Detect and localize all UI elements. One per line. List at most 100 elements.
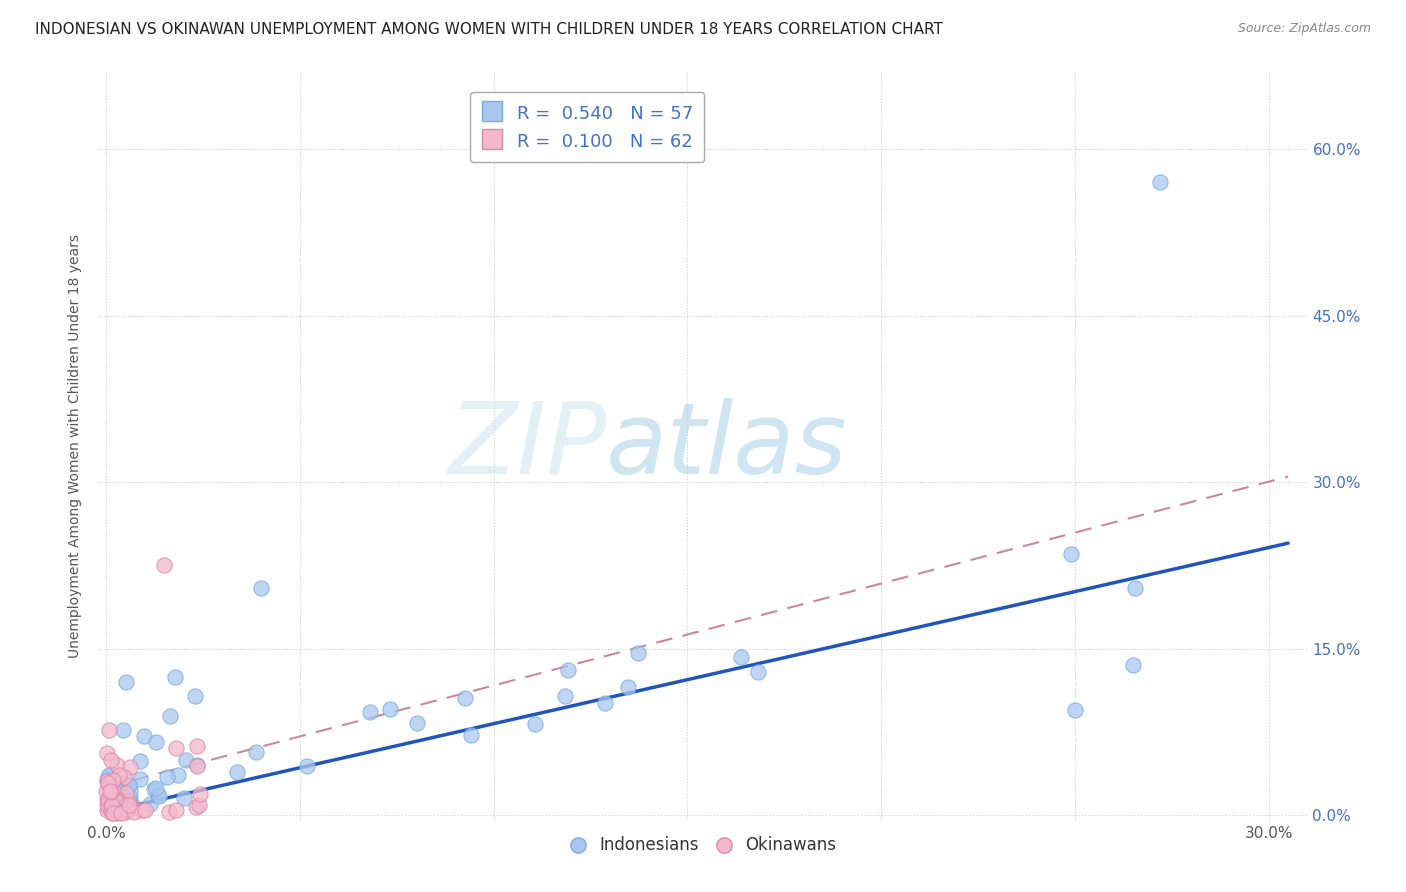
Point <box>96 746 118 760</box>
Point <box>730 649 752 664</box>
Point <box>96 791 118 805</box>
Point <box>167 768 190 782</box>
Point <box>96 773 118 788</box>
Point <box>747 665 769 680</box>
Point <box>183 689 205 703</box>
Point <box>110 805 132 820</box>
Point <box>118 795 141 809</box>
Point <box>120 790 142 805</box>
Point <box>122 805 145 819</box>
Point <box>97 799 120 814</box>
Point <box>225 764 247 779</box>
Point <box>120 801 142 815</box>
Point <box>627 647 650 661</box>
Point <box>103 772 125 787</box>
Point <box>108 789 131 803</box>
Point <box>107 805 129 819</box>
Point <box>110 797 132 811</box>
Point <box>165 670 187 684</box>
Point <box>148 789 170 804</box>
Point <box>359 705 381 719</box>
Point <box>380 702 402 716</box>
Point <box>554 690 576 704</box>
Point <box>96 773 118 788</box>
Point <box>97 776 120 790</box>
Point <box>110 795 132 809</box>
Point <box>153 558 176 573</box>
Point <box>118 784 141 798</box>
Point <box>188 787 211 801</box>
Point <box>186 799 208 814</box>
Point <box>100 803 122 817</box>
Point <box>145 735 167 749</box>
Text: Source: ZipAtlas.com: Source: ZipAtlas.com <box>1237 22 1371 36</box>
Point <box>186 758 208 772</box>
Point <box>105 794 128 808</box>
Point <box>120 797 142 812</box>
Point <box>100 777 122 791</box>
Point <box>245 745 267 759</box>
Text: atlas: atlas <box>606 398 848 494</box>
Point <box>146 788 169 802</box>
Point <box>96 784 118 798</box>
Point <box>120 796 142 810</box>
Point <box>115 795 138 809</box>
Point <box>101 784 124 798</box>
Point <box>460 728 482 742</box>
Point <box>97 770 120 784</box>
Point <box>105 780 128 795</box>
Point <box>1149 175 1171 189</box>
Point <box>108 768 131 782</box>
Point <box>1064 703 1087 717</box>
Point <box>96 797 118 812</box>
Point <box>101 797 124 812</box>
Point <box>98 794 121 808</box>
Point <box>101 802 124 816</box>
Point <box>98 799 121 814</box>
Point <box>101 803 124 817</box>
Point <box>114 805 136 819</box>
Point <box>174 753 197 767</box>
Point <box>617 681 640 695</box>
Point <box>101 802 124 816</box>
Point <box>100 785 122 799</box>
Point <box>186 739 208 754</box>
Point <box>454 691 477 706</box>
Point <box>1060 547 1083 561</box>
Point <box>131 803 153 817</box>
Point <box>97 793 120 807</box>
Point <box>120 760 142 774</box>
Point <box>114 787 136 801</box>
Point <box>100 798 122 813</box>
Point <box>134 803 156 817</box>
Point <box>105 758 128 772</box>
Point <box>1123 581 1146 595</box>
Point <box>100 753 122 767</box>
Point <box>103 801 125 815</box>
Point <box>187 798 209 813</box>
Point <box>145 780 167 795</box>
Point <box>115 802 138 816</box>
Point <box>295 759 318 773</box>
Point <box>97 792 120 806</box>
Point <box>156 770 179 784</box>
Point <box>118 797 141 812</box>
Point <box>105 790 128 805</box>
Point <box>159 708 181 723</box>
Point <box>250 581 273 595</box>
Point <box>107 803 129 817</box>
Point <box>100 784 122 798</box>
Point <box>105 794 128 808</box>
Point <box>105 805 128 820</box>
Point <box>104 800 127 814</box>
Point <box>97 768 120 782</box>
Point <box>114 674 136 689</box>
Point <box>117 778 139 792</box>
Point <box>100 805 122 820</box>
Point <box>107 776 129 790</box>
Point <box>173 791 195 805</box>
Point <box>143 781 166 796</box>
Point <box>115 798 138 813</box>
Point <box>98 798 121 813</box>
Point <box>108 793 131 807</box>
